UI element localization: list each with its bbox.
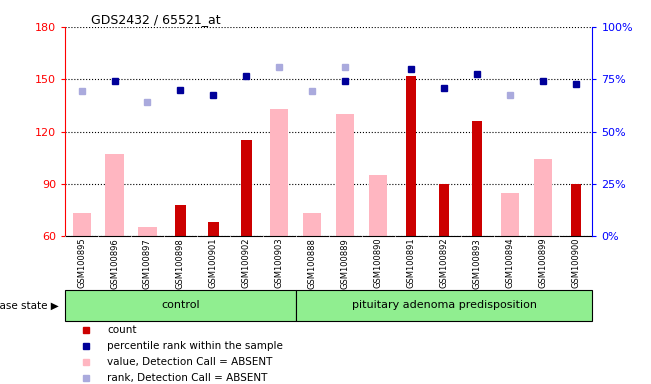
Text: rank, Detection Call = ABSENT: rank, Detection Call = ABSENT xyxy=(107,372,268,383)
Text: GSM100891: GSM100891 xyxy=(407,238,415,288)
Text: GSM100898: GSM100898 xyxy=(176,238,185,288)
Bar xyxy=(571,184,581,236)
Bar xyxy=(336,114,354,236)
Text: GSM100888: GSM100888 xyxy=(308,238,317,289)
Bar xyxy=(472,121,482,236)
Text: GSM100900: GSM100900 xyxy=(572,238,581,288)
Text: percentile rank within the sample: percentile rank within the sample xyxy=(107,341,283,351)
Bar xyxy=(501,192,519,236)
Bar xyxy=(65,290,296,321)
Bar xyxy=(439,184,449,236)
Text: GSM100895: GSM100895 xyxy=(77,238,86,288)
Bar xyxy=(72,214,90,236)
Text: GSM100892: GSM100892 xyxy=(439,238,449,288)
Text: GSM100890: GSM100890 xyxy=(374,238,383,288)
Text: GSM100903: GSM100903 xyxy=(275,238,284,288)
Bar xyxy=(241,140,252,236)
Text: GSM100894: GSM100894 xyxy=(506,238,514,288)
Bar xyxy=(296,290,592,321)
Bar xyxy=(534,159,552,236)
Bar xyxy=(369,175,387,236)
Text: count: count xyxy=(107,325,137,335)
Bar xyxy=(208,222,219,236)
Text: GSM100897: GSM100897 xyxy=(143,238,152,288)
Text: GSM100889: GSM100889 xyxy=(340,238,350,288)
Text: GSM100893: GSM100893 xyxy=(473,238,482,288)
Text: pituitary adenoma predisposition: pituitary adenoma predisposition xyxy=(352,300,536,310)
Text: GSM100901: GSM100901 xyxy=(209,238,218,288)
Text: GDS2432 / 65521_at: GDS2432 / 65521_at xyxy=(91,13,221,26)
Text: GSM100902: GSM100902 xyxy=(242,238,251,288)
Bar xyxy=(175,205,186,236)
Text: disease state ▶: disease state ▶ xyxy=(0,300,59,310)
Text: GSM100899: GSM100899 xyxy=(538,238,547,288)
Text: control: control xyxy=(161,300,200,310)
Bar xyxy=(105,154,124,236)
Bar xyxy=(139,227,156,236)
Bar xyxy=(406,76,417,236)
Bar xyxy=(270,109,288,236)
Text: value, Detection Call = ABSENT: value, Detection Call = ABSENT xyxy=(107,357,273,367)
Text: GSM100896: GSM100896 xyxy=(110,238,119,288)
Bar xyxy=(303,214,322,236)
